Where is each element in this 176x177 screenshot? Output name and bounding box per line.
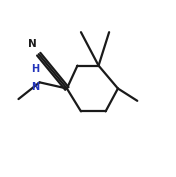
Text: N: N: [28, 39, 37, 49]
Text: H: H: [31, 64, 39, 74]
Text: N: N: [31, 82, 39, 92]
